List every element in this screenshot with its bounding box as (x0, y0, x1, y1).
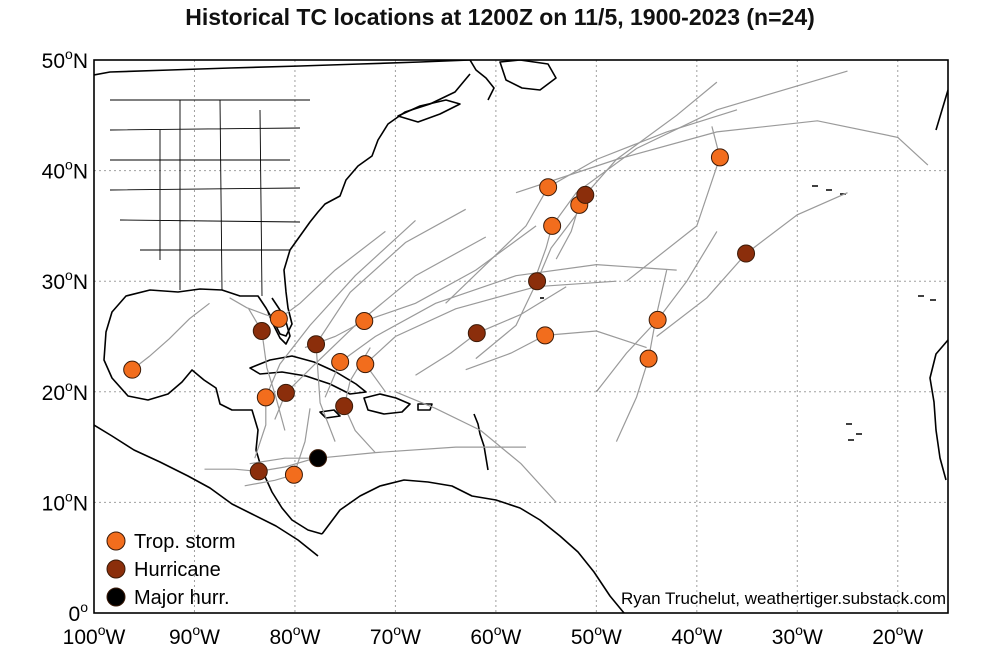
puerto-rico (417, 403, 433, 411)
lon-tick-label: 80oW (269, 622, 320, 649)
tc-point-hurricane (252, 321, 271, 340)
lon-tick-label: 20oW (872, 622, 923, 649)
tc-point-tropical-storm (639, 349, 658, 368)
canary-islands (918, 295, 936, 301)
storm-track (395, 391, 557, 503)
credit-text: Ryan Truchelut, weathertiger.substack.co… (621, 589, 946, 608)
lat-tick-label: 40oN (42, 157, 88, 184)
pacific-central-america-coast (94, 424, 319, 557)
lat-lon-grid (94, 60, 948, 613)
legend-label: Hurricane (134, 559, 221, 581)
latitude-tick-labels: 0o 10oN 20oN 30oN 40oN 50oN (42, 46, 89, 626)
tc-point-tropical-storm (123, 360, 142, 379)
tc-point-hurricane (467, 324, 486, 343)
tc-point-tropical-storm (355, 312, 374, 331)
tc-point-tropical-storm (269, 309, 288, 328)
legend-marker (106, 559, 126, 579)
storm-track (315, 208, 466, 442)
north-america-coastline (94, 60, 471, 535)
legend: Trop. storm Hurricane Major hurr. (106, 531, 236, 609)
legend-label: Major hurr. (134, 587, 230, 609)
tc-points (123, 148, 756, 484)
legend-marker (106, 587, 126, 607)
lat-tick-label: 50oN (42, 46, 88, 73)
storm-track (254, 219, 416, 459)
lon-tick-label: 70oW (370, 622, 421, 649)
storm-track (249, 446, 526, 465)
coastlines (94, 60, 948, 613)
lat-tick-label: 0o (69, 599, 89, 626)
storm-track (304, 225, 537, 349)
storm-track (626, 126, 721, 282)
lon-tick-label: 90oW (169, 622, 220, 649)
tc-point-tropical-storm (543, 216, 562, 235)
tc-point-hurricane (249, 462, 268, 481)
tc-point-tropical-storm (331, 352, 350, 371)
storm-track (131, 302, 210, 371)
storm-tracks (131, 70, 929, 503)
africa-coastline (929, 339, 948, 481)
lat-tick-label: 30oN (42, 267, 88, 294)
lon-tick-label: 30oW (772, 622, 823, 649)
tc-point-hurricane (737, 244, 756, 263)
tc-point-tropical-storm (648, 310, 667, 329)
longitude-tick-labels: 100oW 90oW 80oW 70oW 60oW 50oW 40oW 30oW 20oW (63, 622, 924, 649)
lon-tick-label: 50oW (571, 622, 622, 649)
tc-point-hurricane (307, 335, 326, 354)
legend-label: Trop. storm (134, 531, 236, 553)
jamaica (319, 409, 341, 419)
cuba (249, 355, 367, 395)
lon-tick-label: 40oW (671, 622, 722, 649)
plot-frame (93, 59, 949, 614)
tc-point-tropical-storm (356, 355, 375, 374)
legend-marker (106, 531, 126, 551)
hispaniola (363, 393, 411, 415)
lat-tick-label: 20oN (42, 378, 88, 405)
lon-tick-label: 60oW (470, 622, 521, 649)
tc-point-tropical-storm (536, 326, 555, 345)
lesser-antilles (473, 413, 489, 471)
tc-point-tropical-storm (284, 465, 303, 484)
south-america-coastline (321, 479, 625, 613)
storm-track (515, 120, 929, 194)
nova-scotia (397, 99, 461, 123)
tc-point-hurricane (335, 397, 354, 416)
tc-point-hurricane (528, 272, 547, 291)
labrador-coast (469, 60, 495, 101)
us-state-borders (109, 99, 310, 297)
tc-point-hurricane (276, 383, 295, 402)
tc-point-major-hurricane (309, 449, 328, 468)
storm-track (535, 70, 848, 276)
tc-point-hurricane (576, 185, 595, 204)
cape-verde (846, 423, 862, 441)
lon-tick-label: 100oW (63, 622, 126, 649)
tc-point-tropical-storm (256, 388, 275, 407)
ocean-background (94, 60, 948, 613)
tc-point-tropical-storm (710, 148, 729, 167)
chart-title: Historical TC locations at 1200Z on 11/5… (185, 4, 815, 30)
lat-tick-label: 10oN (42, 488, 88, 515)
tc-point-tropical-storm (539, 178, 558, 197)
iberia-coast (935, 89, 948, 131)
